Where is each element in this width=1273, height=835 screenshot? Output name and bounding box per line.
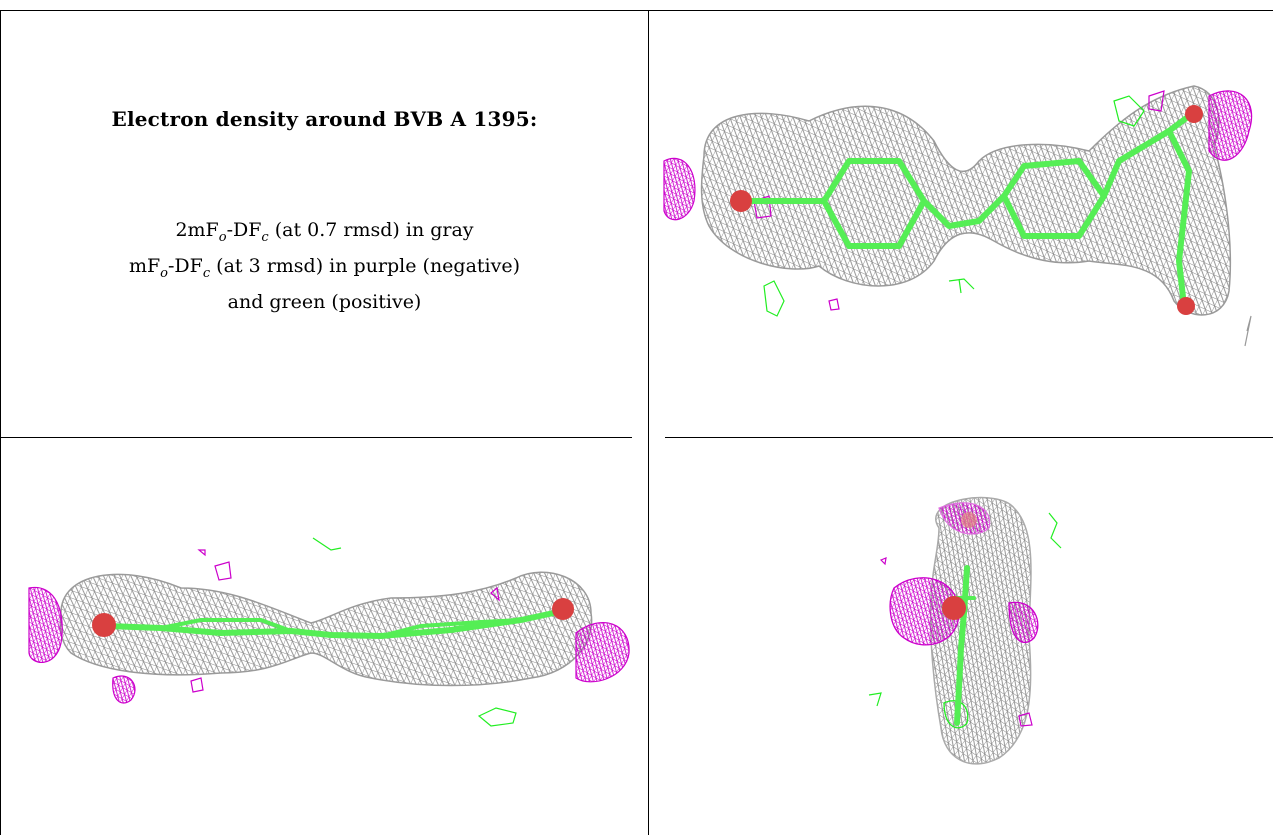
positive-density-blob xyxy=(763,280,785,317)
negative-density-blob xyxy=(197,549,206,557)
legend-subscript: o xyxy=(218,229,227,245)
figure-title: Electron density around BVB A 1395: xyxy=(111,107,538,131)
oxygen-atoms xyxy=(942,512,977,620)
negative-density-blob xyxy=(214,561,232,581)
density-view-2 xyxy=(1,438,648,835)
negative-density-blob xyxy=(1148,90,1165,112)
legend-text: (at 3 rmsd) in purple (negative) xyxy=(210,254,521,277)
negative-density-blob xyxy=(490,586,500,602)
gray-density-mesh xyxy=(700,85,1232,316)
density-render-1 xyxy=(663,85,1253,347)
legend-text: (at 0.7 rmsd) in gray xyxy=(268,219,474,241)
negative-density-blob xyxy=(828,298,840,311)
density-render-3 xyxy=(868,496,1062,765)
oxygen-atoms xyxy=(92,598,574,637)
positive-density-blob xyxy=(312,537,342,551)
positive-density-blob xyxy=(948,278,975,294)
density-render-2 xyxy=(28,537,630,727)
legend-text: -DF xyxy=(168,254,203,277)
negative-density-blob xyxy=(575,622,630,683)
density-view-1 xyxy=(649,11,1273,437)
ligand-stick-model xyxy=(741,113,1192,309)
grid-row-rule-right xyxy=(665,437,1273,438)
negative-density-blob xyxy=(112,675,136,704)
legend-text: mF xyxy=(128,254,161,277)
positive-density-blob xyxy=(868,692,882,707)
negative-density-blob xyxy=(663,157,696,221)
grid-left-rule xyxy=(0,10,1,835)
density-view-3 xyxy=(649,438,1273,835)
legend-text: 2mF xyxy=(175,219,219,241)
oxygen-atoms xyxy=(730,105,1203,315)
legend-subscript: o xyxy=(160,265,168,281)
grid-top-rule xyxy=(0,10,1273,11)
negative-density-blob xyxy=(1018,712,1033,727)
negative-density-blob xyxy=(753,195,772,219)
negative-density-blob xyxy=(889,577,960,646)
legend-line-2fofc: 2mFo-DFc (at 0.7 rmsd) in gray xyxy=(1,216,648,252)
grid-row-rule-left xyxy=(0,437,632,438)
gray-density-fragment xyxy=(1244,315,1252,347)
legend-subscript: c xyxy=(202,265,211,281)
caption-panel: Electron density around BVB A 1395: 2mFo… xyxy=(1,11,648,437)
negative-density-blob xyxy=(879,557,887,566)
positive-density-blob xyxy=(1113,95,1145,127)
legend-text: -DF xyxy=(226,219,262,241)
negative-density-blob xyxy=(1008,601,1039,643)
grid-middle-rule xyxy=(648,10,649,835)
negative-density-blob xyxy=(1208,90,1253,161)
legend-line-colors: and green (positive) xyxy=(227,290,422,313)
negative-density-blob xyxy=(28,586,63,663)
legend-subscript: c xyxy=(261,229,269,245)
map-legend: 2mFo-DFc (at 0.7 rmsd) in gray mFo-DFc (… xyxy=(1,216,648,317)
positive-density-blob xyxy=(1048,512,1062,549)
ligand-stick-model xyxy=(103,608,566,639)
negative-density-blob xyxy=(190,677,204,693)
legend-line-fofc: mFo-DFc (at 3 rmsd) in purple (negative) xyxy=(1,252,648,288)
positive-density-blob xyxy=(477,707,517,727)
